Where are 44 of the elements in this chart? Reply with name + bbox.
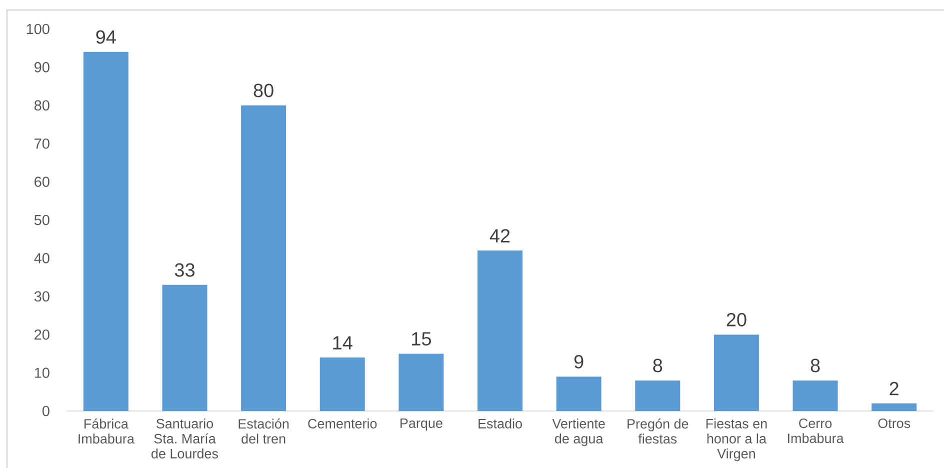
y-tick-label: 50 bbox=[34, 214, 50, 226]
x-tick-label: Cementerio bbox=[308, 418, 377, 428]
x-tick-label: Estación del tren bbox=[238, 418, 289, 444]
x-tick-label: Pregón de fiestas bbox=[628, 418, 688, 444]
data-label: 42 bbox=[490, 229, 510, 242]
data-label: 2 bbox=[890, 382, 898, 396]
bar bbox=[398, 354, 444, 411]
x-tick-label: Cerro Imbabura bbox=[788, 418, 844, 444]
data-label: 9 bbox=[574, 354, 584, 368]
data-label: 20 bbox=[726, 312, 746, 326]
y-tick-label: 20 bbox=[34, 329, 50, 340]
data-label: 8 bbox=[810, 358, 820, 372]
x-tick-label: Estadio bbox=[478, 418, 522, 428]
y-tick-label: 40 bbox=[34, 253, 50, 264]
y-tick-label: 100 bbox=[26, 24, 50, 34]
data-label: 33 bbox=[174, 263, 194, 277]
y-tick-label: 70 bbox=[34, 138, 50, 149]
bar bbox=[792, 380, 838, 411]
data-label: 8 bbox=[653, 358, 662, 372]
x-tick-label: Otros bbox=[878, 418, 910, 428]
x-tick-label: Vertiente de agua bbox=[552, 418, 605, 446]
y-tick-label: 0 bbox=[42, 406, 50, 416]
y-tick-label: 30 bbox=[34, 291, 50, 302]
bar bbox=[714, 334, 759, 411]
y-tick-label: 90 bbox=[34, 62, 50, 72]
bar bbox=[162, 284, 208, 411]
y-tick-label: 60 bbox=[34, 176, 50, 187]
bar bbox=[556, 376, 602, 411]
x-tick-label: Santuario Sta. María de Lourdes bbox=[152, 418, 218, 458]
x-tick-label: Fábrica Imbabura bbox=[78, 418, 134, 444]
data-label: 94 bbox=[96, 30, 116, 44]
y-tick-label: 80 bbox=[34, 100, 50, 111]
bar bbox=[320, 358, 365, 411]
data-label: 80 bbox=[254, 84, 274, 98]
bar bbox=[478, 250, 523, 411]
bar bbox=[241, 105, 286, 411]
bar bbox=[83, 52, 128, 411]
x-tick-label: Parque bbox=[400, 418, 442, 431]
x-tick-label: Fiestas en honor a la Virgen bbox=[706, 418, 767, 462]
data-label: 14 bbox=[333, 336, 352, 350]
bar bbox=[635, 380, 680, 411]
bar bbox=[872, 403, 917, 411]
y-tick-label: 10 bbox=[34, 368, 50, 378]
data-label: 15 bbox=[412, 332, 431, 346]
